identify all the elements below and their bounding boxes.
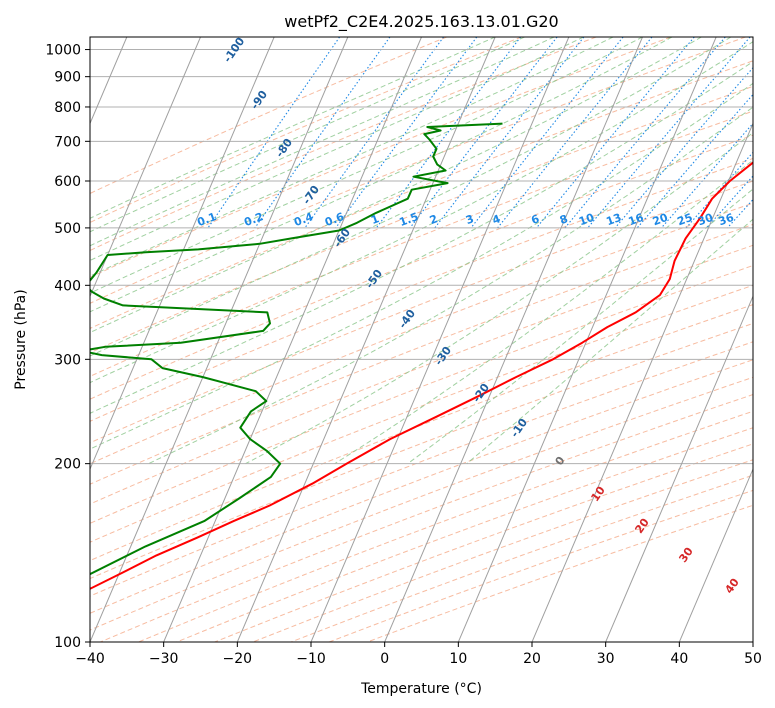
y-tick-label: 1000 (45, 43, 81, 59)
x-tick-label: 10 (449, 651, 467, 667)
x-tick-label: 20 (523, 651, 541, 667)
mixing-ratio-label: 0.4 (292, 210, 315, 229)
mixing-ratio-label: 6 (529, 212, 541, 227)
mixing-ratio-label: 0.6 (323, 210, 346, 229)
y-tick-label: 500 (54, 221, 81, 237)
sounding-line (90, 122, 503, 576)
dry-adiabat (90, 85, 753, 354)
mixing-ratio-label: 25 (676, 211, 695, 228)
mixing-ratio-label: 1 (369, 212, 381, 227)
mixing-ratio-line (304, 37, 445, 229)
y-tick-label: 800 (54, 100, 81, 116)
dry-adiabat (90, 341, 753, 597)
x-tick-label: 40 (670, 651, 688, 667)
pressure-gridlines (90, 49, 753, 642)
x-tick-label: 50 (744, 651, 762, 667)
dry-adiabat (90, 134, 753, 400)
mixing-ratio-label: 20 (651, 211, 670, 229)
moist-adiabat (90, 37, 643, 294)
moist-adiabat (90, 37, 555, 247)
y-tick-label: 600 (54, 174, 81, 190)
x-tick-label: −20 (223, 651, 253, 667)
mixing-ratio-line (470, 37, 624, 229)
mixing-ratio-label: 36 (717, 211, 736, 229)
dry-adiabat (90, 157, 753, 422)
sounding-line (90, 161, 753, 590)
isotherm (90, 37, 201, 298)
moist-adiabat (90, 37, 584, 262)
y-tick-label: 400 (54, 278, 81, 294)
moist-adiabat (90, 37, 525, 233)
moist-adiabat (90, 37, 496, 219)
y-tick-label: 100 (54, 635, 81, 651)
axes: −40 −30 −20 −10 0 10 20 30 40 5010020030040050060… (45, 43, 762, 667)
y-axis-title: Pressure (hPa) (13, 289, 29, 389)
mixing-ratio-label: 8 (558, 212, 570, 227)
mixing-ratio-label: 0.1 (195, 210, 218, 229)
x-tick-label: 0 (380, 651, 389, 667)
mixing-ratio-line (636, 93, 753, 229)
mixing-ratio-label: 10 (577, 211, 596, 229)
isotherm (605, 295, 753, 642)
moist-adiabat (148, 106, 753, 465)
x-tick-label: −40 (75, 651, 105, 667)
mixing-ratio-line (409, 37, 558, 229)
dry-adiabat (90, 359, 753, 614)
dry-adiabat (90, 37, 522, 224)
plot-frame (89, 36, 754, 643)
mixing-ratio-label: 13 (604, 211, 623, 228)
dry-adiabat (100, 394, 753, 642)
chart-title: wetPf2_C2E4.2025.163.13.01.G20 (284, 12, 558, 32)
x-tick-label: −30 (149, 651, 179, 667)
mixing-ratio-line (536, 37, 695, 229)
dry-adiabat (90, 180, 753, 444)
mixing-ratio-lines (207, 37, 753, 229)
isotherms (90, 37, 753, 642)
mixing-ratio-label: 1.5 (397, 210, 420, 229)
moist-adiabat (90, 61, 753, 414)
isotherm (90, 37, 275, 471)
dry-adiabat (90, 37, 447, 195)
y-tick-label: 900 (54, 70, 81, 86)
isotherm (90, 37, 349, 642)
isotherm (163, 37, 422, 642)
mixing-ratio-label: 16 (627, 211, 646, 229)
isotherm (236, 37, 496, 642)
isotherm (531, 122, 753, 642)
mixing-ratio-label: 3 (464, 212, 476, 227)
moist-adiabat (90, 37, 732, 357)
mixing-ratio-label: 4 (491, 212, 503, 227)
dry-adiabats (90, 37, 753, 642)
sounding-series (90, 122, 753, 590)
isotherm (678, 467, 753, 642)
dry-adiabat (90, 304, 753, 562)
x-tick-label: −10 (296, 651, 326, 667)
moist-adiabats (90, 37, 753, 465)
y-tick-label: 300 (54, 352, 81, 368)
moist-adiabat (466, 218, 753, 465)
dry-adiabat (90, 322, 753, 580)
moist-adiabat (245, 132, 753, 465)
x-tick-label: 30 (597, 651, 615, 667)
mixing-ratio-line (614, 66, 753, 229)
y-tick-label: 700 (54, 134, 81, 150)
dry-adiabat (90, 37, 746, 304)
mixing-ratio-line (434, 37, 585, 229)
mixing-ratio-line (375, 37, 522, 229)
mixing-ratio-label: 30 (696, 211, 715, 229)
y-tick-label: 200 (54, 457, 81, 473)
dry-adiabat (90, 376, 753, 631)
mixing-ratio-line (706, 175, 753, 229)
moist-adiabat (90, 41, 753, 384)
isotherm (310, 37, 570, 642)
mixing-ratio-line (564, 37, 726, 229)
isotherm (384, 37, 643, 642)
mixing-ratio-label: 0.2 (242, 210, 265, 229)
dry-adiabat (90, 60, 753, 329)
x-axis-title: Temperature (°C) (360, 681, 482, 697)
mixing-ratio-label: 2 (428, 212, 440, 227)
